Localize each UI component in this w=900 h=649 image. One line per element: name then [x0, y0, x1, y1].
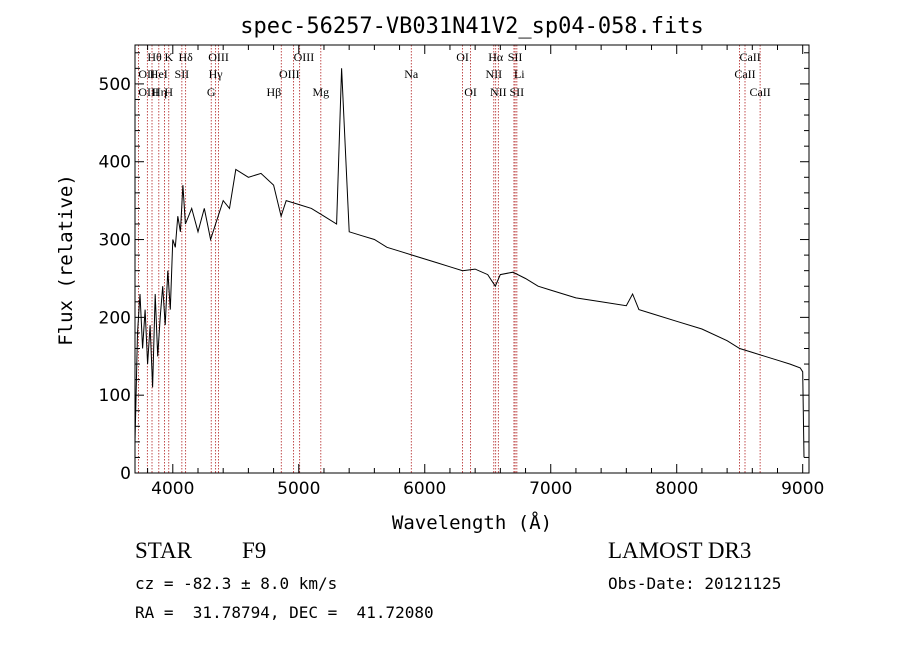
y-tick-label: 300 — [99, 231, 131, 251]
spectral-line-label: Hθ — [147, 50, 162, 64]
spectral-line-label: K — [164, 50, 173, 64]
y-tick-label: 200 — [99, 308, 131, 328]
spectrum-line — [134, 68, 805, 458]
y-tick-label: 400 — [99, 153, 131, 173]
y-axis-label: Flux (relative) — [55, 174, 77, 346]
x-tick-label: 5000 — [277, 479, 320, 499]
redshift-readout: cz = -82.3 ± 8.0 km/s — [135, 574, 338, 593]
chart-title: spec-56257-VB031N41V2_sp04-058.fits — [240, 14, 704, 39]
spectral-line-label: Hη — [152, 85, 167, 99]
spectral-line-label: OI — [464, 85, 477, 99]
spectral-line-label: NII — [490, 85, 507, 99]
spectral-line-label: CaII — [739, 50, 760, 64]
x-tick-label: 6000 — [403, 479, 446, 499]
spectral-line-label: OI — [456, 50, 469, 64]
x-axis-label: Wavelength (Å) — [392, 511, 552, 534]
subclass: F9 — [242, 538, 267, 563]
spectral-line-label: CaII — [734, 67, 755, 81]
survey-name: LAMOST DR3 — [608, 538, 752, 563]
y-axis-ticks: 0 100 200 300 400 500 — [99, 52, 809, 484]
spectral-line-label: OIII — [208, 50, 229, 64]
x-tick-label: 9000 — [781, 479, 824, 499]
x-tick-label: 7000 — [529, 479, 572, 499]
spectral-line-label: Mg — [312, 85, 329, 99]
x-tick-label: 8000 — [655, 479, 698, 499]
spectral-line-label: NII — [485, 67, 502, 81]
object-type: STAR — [135, 538, 192, 563]
spectral-line-label: SII — [175, 67, 190, 81]
y-tick-label: 500 — [99, 75, 131, 95]
spectral-line-label: OIII — [279, 67, 300, 81]
spectral-line-label: G — [207, 85, 216, 99]
spectral-line-label: Na — [404, 67, 419, 81]
spectral-line-label: Hγ — [209, 67, 224, 81]
spectral-line-label: H — [164, 85, 173, 99]
spectral-line-label: OII — [138, 67, 155, 81]
y-tick-label: 100 — [99, 386, 131, 406]
x-axis-ticks: 4000 5000 6000 7000 8000 9000 — [147, 45, 824, 499]
spectral-line-label: SII — [510, 85, 525, 99]
spectral-line-label: OIII — [138, 85, 159, 99]
spectral-line-label: Hα — [488, 50, 504, 64]
spectral-line-label: Hβ — [266, 85, 281, 99]
spectral-line-label: SII — [508, 50, 523, 64]
x-tick-label: 4000 — [151, 479, 194, 499]
plot-frame — [134, 44, 810, 474]
spectral-line-label: Hδ — [178, 50, 193, 64]
spectrum-series — [134, 68, 805, 458]
spectral-line-label: CaII — [749, 85, 770, 99]
coordinates: RA = 31.78794, DEC = 41.72080 — [135, 603, 434, 622]
spectral-line-markers — [138, 45, 761, 473]
spectral-line-label: OIII — [294, 50, 315, 64]
spectral-line-label: HeI — [150, 67, 168, 81]
obs-date: Obs-Date: 20121125 — [608, 574, 782, 593]
y-tick-label: 0 — [120, 464, 131, 484]
spectral-line-label: Li — [514, 67, 525, 81]
